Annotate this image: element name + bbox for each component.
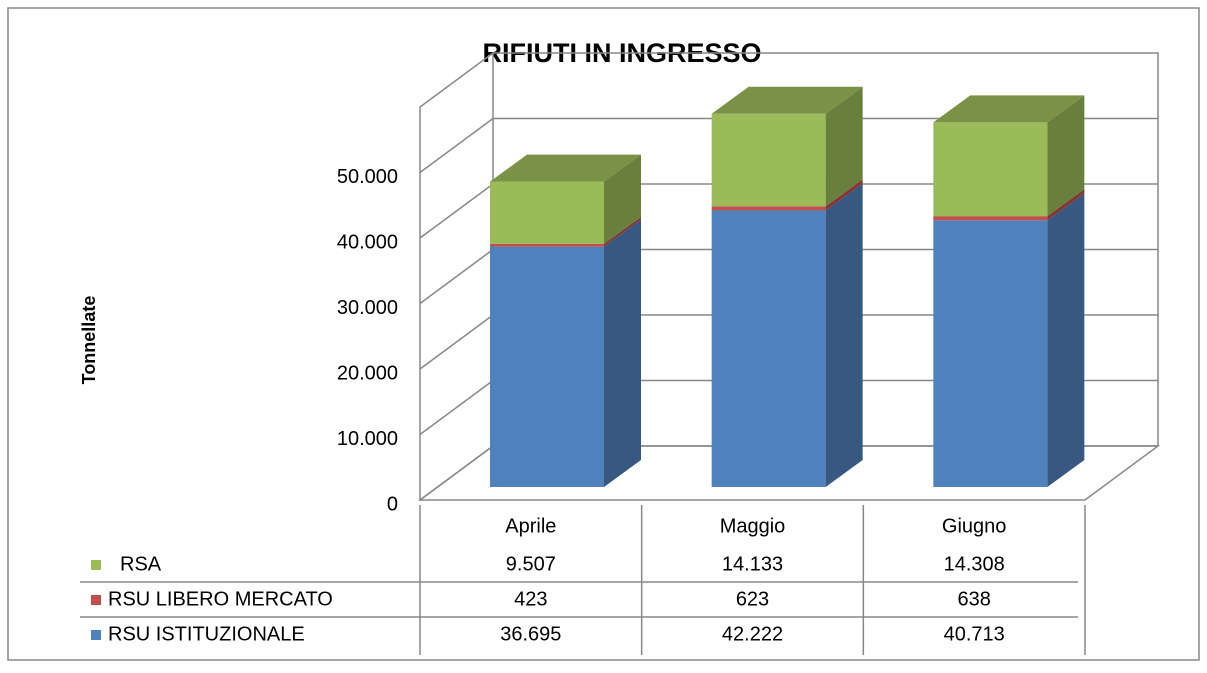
bar-side xyxy=(825,183,863,487)
bar-side xyxy=(604,216,641,247)
y-tick-label: 50.000 xyxy=(337,166,398,188)
legend-label: RSU LIBERO MERCATO xyxy=(108,588,333,610)
data-table-value: 36.695 xyxy=(500,623,561,645)
bar-front xyxy=(711,206,826,211)
grid-line xyxy=(419,379,494,436)
bar-front xyxy=(490,246,604,487)
bar-side xyxy=(604,154,641,244)
y-tick-label: 30.000 xyxy=(337,297,398,319)
bar-front xyxy=(933,220,1048,488)
bar-top xyxy=(490,154,641,182)
legend-label: RSU ISTITUZIONALE xyxy=(108,623,305,645)
grid-line xyxy=(419,117,494,174)
bar-front xyxy=(711,210,826,487)
bar-side xyxy=(1047,95,1085,217)
data-table-value: 638 xyxy=(957,588,990,610)
grid-line xyxy=(419,248,494,305)
bar-front xyxy=(490,243,604,247)
y-tick-label: 10.000 xyxy=(337,428,398,450)
y-tick-label: 0 xyxy=(387,493,398,515)
data-table-value: 14.133 xyxy=(722,553,783,575)
bar-side xyxy=(825,86,863,207)
y-tick-label: 40.000 xyxy=(337,231,398,253)
bar-front xyxy=(933,122,1048,217)
bar-side xyxy=(1047,193,1085,488)
legend-key xyxy=(91,560,101,570)
legend-key xyxy=(91,595,101,605)
data-table-value: 14.308 xyxy=(944,553,1005,575)
bar-front xyxy=(933,216,1048,221)
x-tick-label: Maggio xyxy=(720,515,786,537)
grid-line xyxy=(419,314,494,370)
bar-top xyxy=(933,95,1085,123)
y-tick-label: 20.000 xyxy=(337,362,398,384)
grid-line xyxy=(419,183,494,239)
y-axis-label: Tonnellate xyxy=(79,296,99,385)
data-table-value: 9.507 xyxy=(506,553,556,575)
bar-top xyxy=(711,86,863,114)
legend-label: RSA xyxy=(120,553,162,575)
data-table-value: 42.222 xyxy=(722,623,783,645)
data-table-value: 40.713 xyxy=(944,623,1005,645)
bar-side xyxy=(1047,189,1085,221)
data-table-value: 423 xyxy=(514,588,547,610)
x-tick-label: Giugno xyxy=(942,515,1007,537)
bar-front xyxy=(490,181,604,244)
data-table-value: 623 xyxy=(736,588,769,610)
x-tick-label: Aprile xyxy=(505,515,556,537)
legend-key xyxy=(91,630,101,640)
bar-side xyxy=(825,179,863,211)
grid-line xyxy=(419,445,494,501)
bar-side xyxy=(604,219,641,487)
bar-front xyxy=(711,113,826,207)
